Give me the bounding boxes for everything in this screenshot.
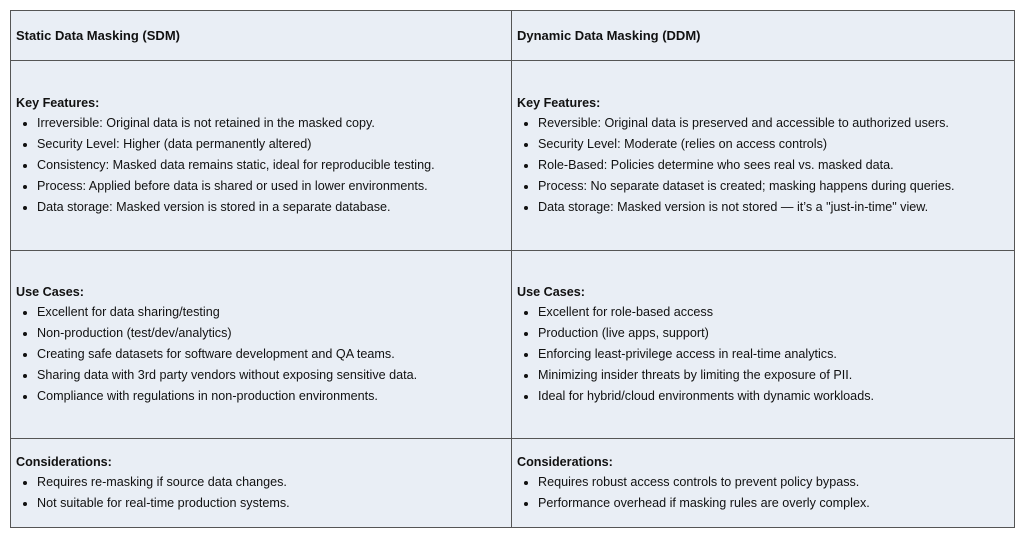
cell-sdm: Use Cases: Excellent for data sharing/tes… — [10, 250, 512, 439]
list-item: Compliance with regulations in non-produ… — [37, 386, 506, 407]
header-ddm: Dynamic Data Masking (DDM) — [511, 10, 1015, 61]
table-row: Considerations: Requires re-masking if so… — [10, 438, 1015, 528]
section-heading: Considerations: — [517, 455, 613, 469]
list-item: Process: No separate dataset is created;… — [538, 176, 1009, 197]
bullet-list: Requires robust access controls to preve… — [517, 472, 1009, 514]
list-item: Requires robust access controls to preve… — [538, 472, 1009, 493]
list-item: Minimizing insider threats by limiting t… — [538, 365, 1009, 386]
list-item: Not suitable for real-time production sy… — [37, 493, 506, 514]
cell-ddm: Use Cases: Excellent for role-based acces… — [511, 250, 1015, 439]
list-item: Reversible: Original data is preserved a… — [538, 113, 1009, 134]
cell-sdm: Key Features: Irreversible: Original data… — [10, 60, 512, 251]
section-heading: Use Cases: — [517, 285, 585, 299]
list-item: Data storage: Masked version is not stor… — [538, 197, 1009, 218]
header-sdm: Static Data Masking (SDM) — [10, 10, 512, 61]
list-item: Creating safe datasets for software deve… — [37, 344, 506, 365]
list-item: Performance overhead if masking rules ar… — [538, 493, 1009, 514]
list-item: Production (live apps, support) — [538, 323, 1009, 344]
bullet-list: Reversible: Original data is preserved a… — [517, 113, 1009, 218]
header-row: Static Data Masking (SDM) Dynamic Data M… — [10, 10, 1015, 61]
table-row: Key Features: Irreversible: Original data… — [10, 60, 1015, 251]
list-item: Ideal for hybrid/cloud environments with… — [538, 386, 1009, 407]
list-item: Excellent for role-based access — [538, 302, 1009, 323]
list-item: Requires re-masking if source data chang… — [37, 472, 506, 493]
list-item: Irreversible: Original data is not retai… — [37, 113, 506, 134]
bullet-list: Irreversible: Original data is not retai… — [16, 113, 506, 218]
comparison-table: Static Data Masking (SDM) Dynamic Data M… — [10, 10, 1015, 528]
list-item: Excellent for data sharing/testing — [37, 302, 506, 323]
list-item: Enforcing least-privilege access in real… — [538, 344, 1009, 365]
bullet-list: Requires re-masking if source data chang… — [16, 472, 506, 514]
bullet-list: Excellent for role-based accessProductio… — [517, 302, 1009, 407]
table-row: Use Cases: Excellent for data sharing/tes… — [10, 250, 1015, 439]
list-item: Consistency: Masked data remains static,… — [37, 155, 506, 176]
list-item: Process: Applied before data is shared o… — [37, 176, 506, 197]
list-item: Security Level: Moderate (relies on acce… — [538, 134, 1009, 155]
section-heading: Use Cases: — [16, 285, 84, 299]
list-item: Role-Based: Policies determine who sees … — [538, 155, 1009, 176]
cell-ddm: Considerations: Requires robust access co… — [511, 438, 1015, 528]
list-item: Sharing data with 3rd party vendors with… — [37, 365, 506, 386]
cell-sdm: Considerations: Requires re-masking if so… — [10, 438, 512, 528]
list-item: Security Level: Higher (data permanently… — [37, 134, 506, 155]
cell-ddm: Key Features: Reversible: Original data i… — [511, 60, 1015, 251]
list-item: Data storage: Masked version is stored i… — [37, 197, 506, 218]
section-heading: Considerations: — [16, 455, 112, 469]
bullet-list: Excellent for data sharing/testingNon-pr… — [16, 302, 506, 407]
section-heading: Key Features: — [517, 96, 601, 110]
list-item: Non-production (test/dev/analytics) — [37, 323, 506, 344]
section-heading: Key Features: — [16, 96, 100, 110]
